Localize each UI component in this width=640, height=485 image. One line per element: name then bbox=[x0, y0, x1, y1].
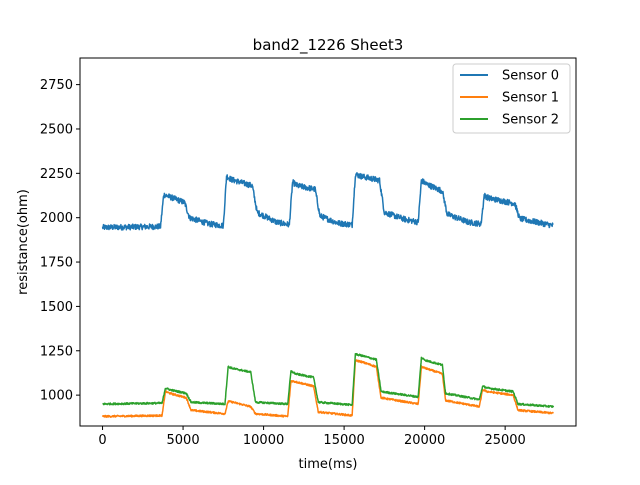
legend-label-0: Sensor 0 bbox=[502, 69, 559, 84]
y-tick-label: 1750 bbox=[40, 256, 73, 271]
x-axis: 0 5000 10000 15000 20000 25000 bbox=[98, 426, 526, 448]
y-tick-label: 1500 bbox=[40, 300, 73, 315]
x-tick-label: 5000 bbox=[167, 433, 200, 448]
series-line-1 bbox=[101, 359, 554, 418]
y-tick-label: 2250 bbox=[40, 167, 73, 182]
y-tick-label: 2750 bbox=[40, 78, 73, 93]
legend: Sensor 0 Sensor 1 Sensor 2 bbox=[452, 63, 571, 134]
chart-title: band2_1226 Sheet3 bbox=[253, 36, 404, 55]
x-tick-label: 25000 bbox=[484, 433, 525, 448]
legend-label-2: Sensor 2 bbox=[502, 113, 559, 128]
x-tick-label: 20000 bbox=[404, 433, 445, 448]
legend-box bbox=[452, 63, 571, 134]
y-axis-label: resistance(ohm) bbox=[16, 189, 31, 295]
series-layer bbox=[101, 172, 555, 418]
x-tick-label: 10000 bbox=[243, 433, 284, 448]
series-line-0 bbox=[101, 172, 554, 231]
y-axis: 1000 1250 1500 1750 2000 2250 2500 2750 bbox=[40, 78, 80, 404]
plot-frame bbox=[79, 57, 577, 427]
series-line-2 bbox=[102, 352, 555, 408]
x-tick-label: 0 bbox=[98, 433, 106, 448]
y-tick-label: 1250 bbox=[40, 344, 73, 359]
y-tick-label: 2500 bbox=[40, 122, 73, 137]
y-tick-label: 1000 bbox=[40, 389, 73, 404]
y-tick-label: 2000 bbox=[40, 211, 73, 226]
x-tick-label: 15000 bbox=[323, 433, 364, 448]
x-axis-label: time(ms) bbox=[299, 457, 358, 472]
legend-label-1: Sensor 1 bbox=[502, 91, 559, 106]
